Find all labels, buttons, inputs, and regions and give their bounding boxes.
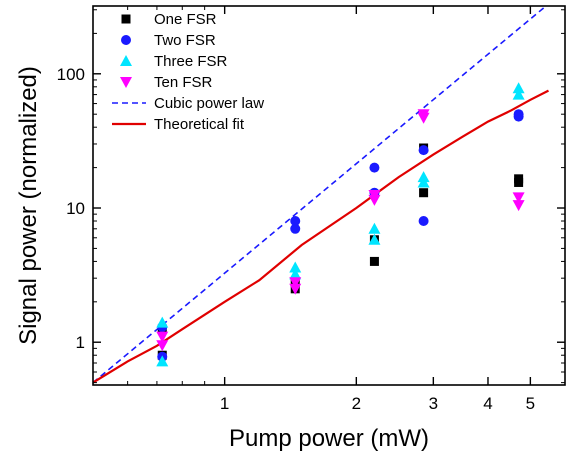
two-fsr-point bbox=[290, 216, 301, 227]
legend-label: Ten FSR bbox=[154, 74, 213, 91]
axes: 1 2 3 4 5 1 10 100 bbox=[57, 6, 565, 413]
cubic-power-law-line bbox=[93, 6, 547, 384]
two-fsr-point bbox=[290, 223, 301, 234]
x-tick-label: 4 bbox=[483, 394, 492, 413]
three-fsr-point bbox=[512, 88, 525, 100]
two-fsr-point bbox=[513, 109, 524, 120]
three-fsr-point bbox=[156, 316, 169, 328]
ten-fsr-point bbox=[368, 190, 381, 202]
x-tick-label: 3 bbox=[429, 394, 438, 413]
one-fsr-point bbox=[514, 174, 524, 184]
plot-frame bbox=[92, 5, 566, 386]
three-fsr-point bbox=[368, 233, 381, 245]
three-fsr-point bbox=[417, 171, 430, 183]
legend-marker bbox=[121, 14, 131, 24]
three-fsr-point bbox=[512, 82, 525, 94]
legend-label: Theoretical fit bbox=[154, 116, 245, 133]
three-fsr-point bbox=[289, 261, 302, 273]
legend-label: Three FSR bbox=[154, 53, 228, 70]
legend-label: Cubic power law bbox=[154, 95, 264, 112]
two-fsr-point bbox=[369, 162, 380, 173]
x-tick-label: 1 bbox=[220, 394, 229, 413]
one-fsr-point bbox=[369, 256, 379, 266]
ten-fsr-point bbox=[289, 283, 302, 295]
legend-marker bbox=[120, 55, 132, 66]
one-fsr-point bbox=[419, 188, 429, 198]
three-fsr-point bbox=[368, 222, 381, 234]
three-fsr-point bbox=[156, 355, 169, 367]
x-axis-title: Pump power (mW) bbox=[229, 425, 429, 452]
x-tick-label: 2 bbox=[352, 394, 361, 413]
y-axis-title: Signal power (normalized) bbox=[15, 66, 42, 345]
two-fsr-point bbox=[418, 145, 429, 156]
legend-marker bbox=[121, 35, 131, 45]
ten-fsr-point bbox=[512, 192, 525, 204]
y-tick-label: 1 bbox=[76, 333, 85, 352]
legend-label: One FSR bbox=[154, 11, 217, 28]
ten-fsr-point bbox=[512, 200, 525, 212]
legend-label: Two FSR bbox=[154, 32, 216, 49]
y-tick-label: 100 bbox=[57, 65, 85, 84]
ten-fsr-point bbox=[156, 340, 169, 352]
y-tick-label: 10 bbox=[66, 199, 85, 218]
ten-fsr-point bbox=[417, 109, 430, 121]
legend: One FSR Two FSR Three FSR Ten FSR Cubic powe… bbox=[112, 11, 264, 133]
ten-fsr-point bbox=[289, 277, 302, 289]
x-tick-label: 5 bbox=[526, 394, 535, 413]
two-fsr-point bbox=[418, 216, 429, 227]
three-fsr-point bbox=[289, 268, 302, 280]
data-points bbox=[156, 82, 525, 367]
ten-fsr-point bbox=[156, 331, 169, 343]
legend-marker bbox=[120, 77, 132, 88]
